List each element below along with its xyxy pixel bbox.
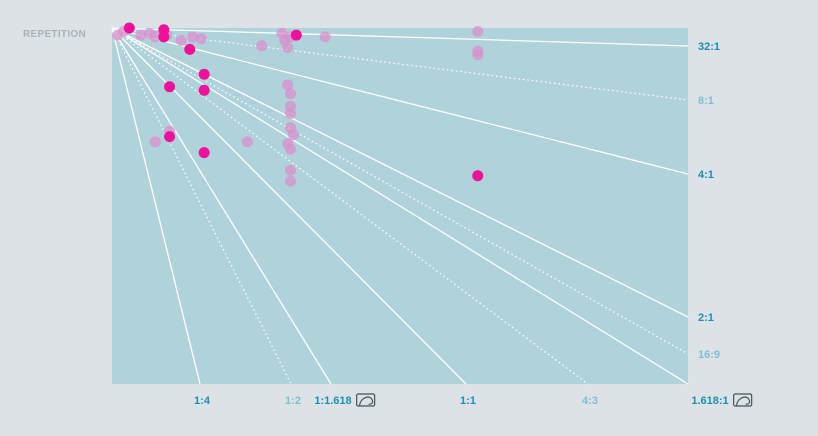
data-point: [175, 34, 187, 46]
data-point: [256, 40, 268, 52]
data-point-highlight: [290, 29, 302, 41]
ratio-line-4-3: [111, 27, 589, 385]
y-axis-title: REPETITION: [23, 29, 86, 40]
data-point: [241, 136, 253, 148]
ratio-label-8-1: 8:1: [698, 95, 714, 107]
data-point: [135, 29, 147, 41]
data-point: [187, 31, 199, 43]
ratio-line-32-1: [111, 27, 689, 47]
golden-spiral-icon: [733, 393, 753, 407]
ratio-label-32-1: 32:1: [698, 41, 720, 53]
ratio-label-1-618-1: 1.618:1: [691, 395, 728, 407]
data-point: [149, 31, 161, 43]
data-point: [285, 88, 297, 100]
data-point: [287, 129, 299, 141]
data-point: [282, 42, 294, 54]
golden-spiral-icon: [356, 393, 376, 407]
ratio-label-1-4: 1:4: [194, 395, 211, 407]
data-point: [285, 175, 297, 187]
data-point: [472, 26, 484, 38]
ratio-label-4-3: 4:3: [582, 395, 598, 407]
ratio-labels: 1:4 1:2 1:1.618 1:1 4:3 1.618:1 32:1 8:1 4:1 2:1 1…: [194, 41, 753, 407]
data-point: [472, 49, 484, 61]
ratio-label-1-1: 1:1: [460, 395, 476, 407]
data-point-highlight: [164, 131, 176, 143]
ratio-line-1-4: [111, 27, 201, 385]
data-point-highlight: [472, 170, 484, 182]
ratio-label-1-1-618: 1:1.618: [314, 395, 351, 407]
ratio-label-16-9: 16:9: [698, 349, 720, 361]
data-point-highlight: [198, 68, 210, 80]
data-point-highlight: [198, 84, 210, 96]
data-point: [149, 136, 161, 148]
data-point: [285, 143, 297, 155]
ratio-line-1-2: [111, 27, 292, 385]
ratio-label-1-2: 1:2: [285, 395, 301, 407]
ratio-line-1-1-618: [111, 27, 332, 385]
data-point-highlight: [123, 22, 135, 34]
data-point-highlight: [164, 81, 176, 93]
data-point-highlight: [184, 43, 196, 55]
ratio-line-4-1: [111, 27, 689, 175]
data-point: [195, 33, 207, 45]
data-point: [285, 107, 297, 119]
data-point-highlight: [198, 147, 210, 159]
data-points: [112, 22, 484, 187]
data-point: [282, 79, 294, 91]
ratio-label-2-1: 2:1: [698, 312, 714, 324]
ratio-label-4-1: 4:1: [698, 169, 714, 181]
data-point-highlight: [158, 31, 170, 43]
data-point: [319, 31, 331, 43]
data-point: [285, 164, 297, 176]
